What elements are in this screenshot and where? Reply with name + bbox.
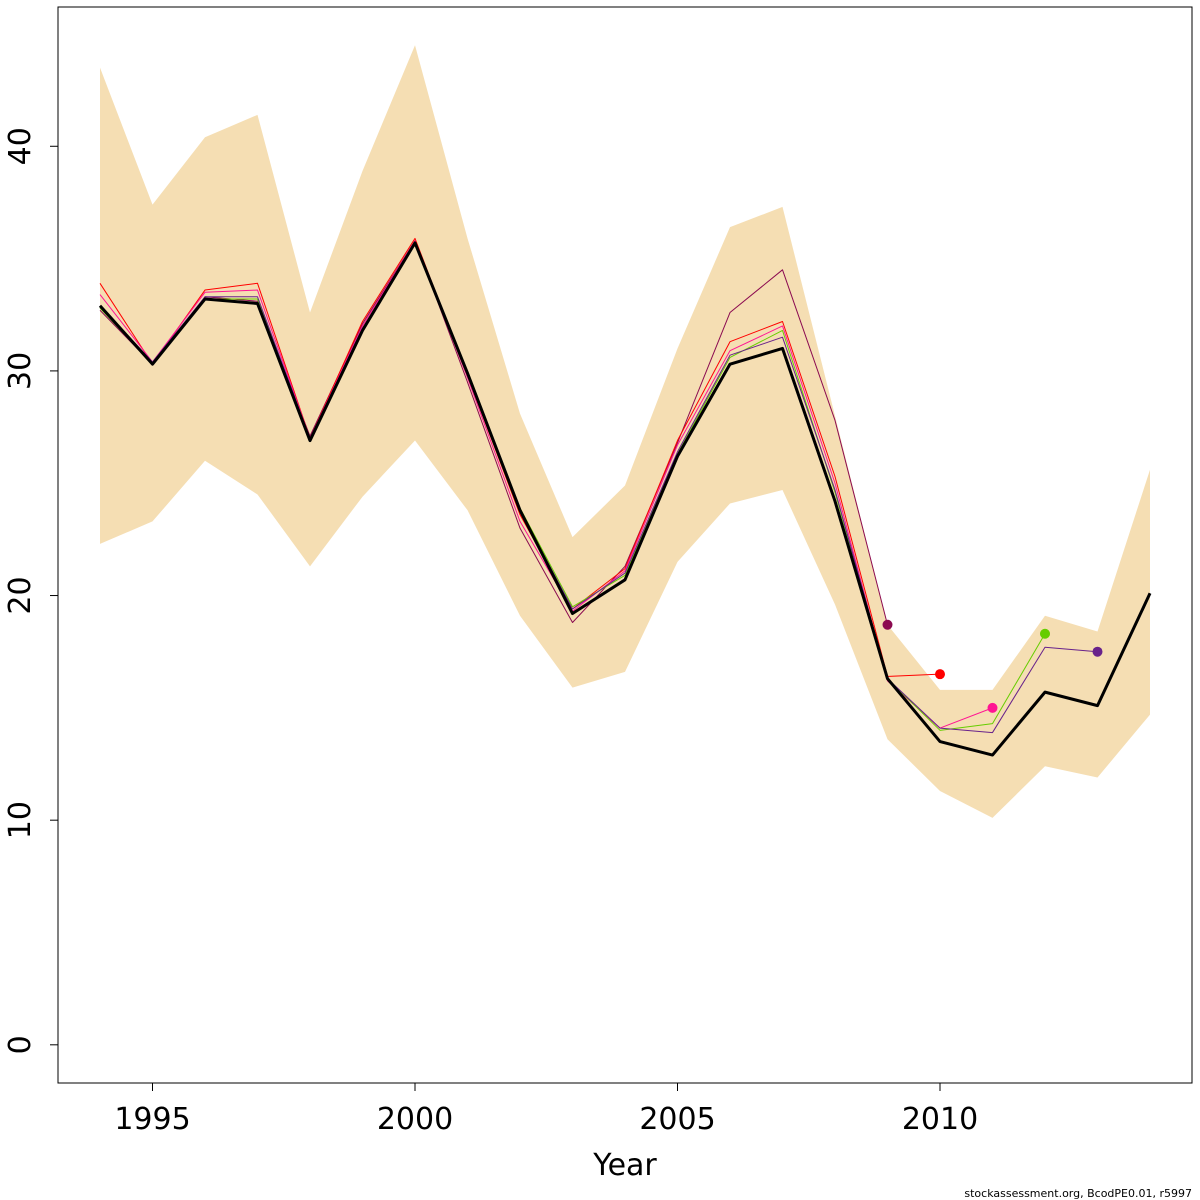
series-line-2 <box>99 237 941 677</box>
y-tick-label: 10 <box>3 801 38 839</box>
y-tick-label: 30 <box>3 352 38 390</box>
series-layer <box>98 237 1152 757</box>
y-tick-label: 20 <box>3 576 38 614</box>
x-tick-label: 2000 <box>377 1102 453 1137</box>
confidence-band <box>100 45 1150 818</box>
x-tick-label: 1995 <box>114 1102 190 1137</box>
series-line-0 <box>98 241 1152 757</box>
x-tick-label: 2010 <box>902 1102 978 1137</box>
series-endpoint-1 <box>882 619 893 630</box>
y-tick-label: 0 <box>3 1035 38 1054</box>
series-line-5 <box>99 242 1098 734</box>
endpoint-markers-layer <box>882 619 1103 713</box>
footer-note: stockassessment.org, BcodPE0.01, r5997 <box>964 1187 1192 1200</box>
series-endpoint-4 <box>1040 628 1050 639</box>
x-axis-title: Year <box>592 1148 657 1183</box>
y-axis: 0 10 20 30 40 <box>3 127 59 1054</box>
series-endpoint-2 <box>935 669 945 680</box>
series-endpoint-3 <box>987 702 998 713</box>
y-tick-label: 40 <box>3 127 38 165</box>
series-line-3 <box>99 240 993 729</box>
x-tick-label: 2005 <box>639 1102 715 1137</box>
series-endpoint-5 <box>1092 646 1103 657</box>
x-axis: 1995 2000 2005 2010 <box>114 1082 978 1137</box>
confidence-band-layer <box>100 45 1150 818</box>
